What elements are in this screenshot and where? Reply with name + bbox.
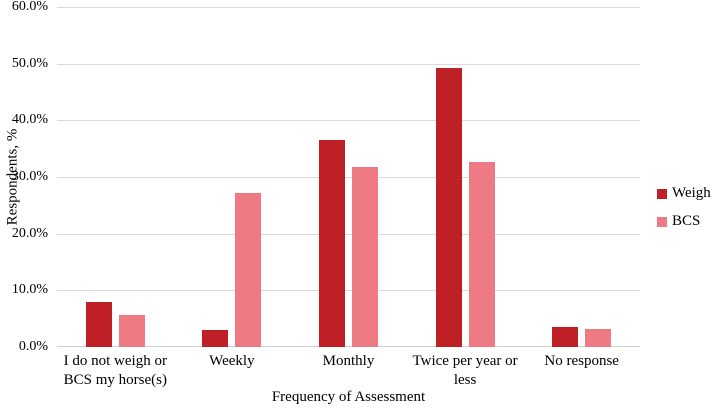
bar-group	[407, 7, 524, 347]
bar-bcs	[235, 193, 262, 347]
gridline	[57, 290, 640, 291]
gridline	[57, 7, 640, 8]
gridline	[57, 120, 640, 121]
y-tick-label: 40.0%	[11, 112, 48, 128]
bar-group	[523, 7, 640, 347]
bar-weigh	[552, 327, 579, 347]
x-tick-label: Monthly	[322, 353, 375, 369]
bar-bcs	[351, 166, 378, 347]
gridline	[57, 177, 640, 178]
bar-bcs	[118, 315, 145, 347]
bar-weigh	[318, 139, 345, 347]
y-tick-label: 10.0%	[11, 282, 48, 298]
legend-swatch-icon	[657, 216, 667, 227]
bar-weigh	[85, 301, 112, 347]
gridline	[57, 64, 640, 65]
x-tick-label: I do not weigh or BCS my horse(s)	[63, 353, 167, 388]
bar-group	[174, 7, 291, 347]
y-tick-label: 20.0%	[11, 225, 48, 241]
x-axis-labels: I do not weigh or BCS my horse(s) Weekly M…	[57, 352, 640, 392]
legend-label: BCS	[672, 213, 701, 229]
bar-group	[290, 7, 407, 347]
legend-label: Weigh	[672, 185, 711, 201]
x-tick-label: Twice per year or less	[412, 353, 518, 388]
plot-area	[57, 7, 640, 347]
x-axis-line	[57, 346, 640, 347]
bar-weigh	[202, 330, 229, 347]
y-tick-label: 30.0%	[11, 169, 48, 184]
legend-swatch-icon	[657, 188, 667, 199]
y-tick-label: 50.0%	[11, 55, 48, 71]
x-tick-label: No response	[544, 353, 619, 369]
legend-item-bcs: BCS	[657, 213, 711, 230]
bar-group	[57, 7, 174, 347]
bar-bcs	[468, 161, 495, 347]
x-tick-label: Weekly	[209, 353, 255, 369]
y-tick-label: 60.0%	[11, 0, 48, 14]
x-axis-title: Frequency of Assessment	[271, 389, 426, 405]
y-tick-label: 0.0%	[18, 339, 48, 354]
bar-weigh	[435, 67, 462, 347]
y-axis: 0.0% 10.0% 20.0% 30.0% 40.0% 50.0% 60.0%	[0, 0, 52, 354]
gridline	[57, 234, 640, 235]
legend-item-weigh: Weigh	[657, 185, 711, 202]
bar-bcs	[585, 329, 612, 347]
legend: Weigh BCS	[657, 185, 711, 241]
